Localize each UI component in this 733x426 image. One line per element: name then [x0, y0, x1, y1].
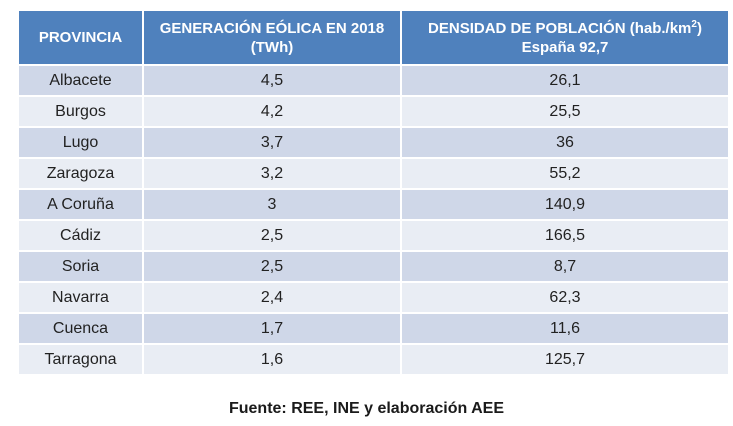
data-table-container: PROVINCIA GENERACIÓN EÓLICA EN 2018 (TWh…	[19, 11, 728, 374]
cell-generacion: 3,7	[143, 126, 402, 158]
header-densidad-line1: DENSIDAD DE POBLACIÓN (hab./km2)	[428, 18, 702, 37]
cell-densidad: 55,2	[401, 157, 728, 189]
cell-generacion: 2,5	[143, 219, 402, 251]
header-generacion-line1: GENERACIÓN EÓLICA EN 2018	[159, 19, 385, 37]
table-row: Zaragoza 3,2 55,2	[19, 157, 728, 189]
cell-densidad: 8,7	[401, 250, 728, 282]
header-densidad: DENSIDAD DE POBLACIÓN (hab./km2) España …	[401, 11, 728, 65]
cell-provincia: Navarra	[19, 281, 144, 313]
cell-provincia: Burgos	[19, 95, 144, 127]
cell-generacion: 3	[143, 188, 402, 220]
cell-densidad: 125,7	[401, 343, 728, 374]
cell-provincia: Tarragona	[19, 343, 144, 374]
cell-generacion: 2,5	[143, 250, 402, 282]
cell-generacion: 3,2	[143, 157, 402, 189]
table-body: Albacete 4,5 26,1 Burgos 4,2 25,5 Lugo 3,7 36 Zar…	[19, 64, 728, 374]
cell-densidad: 25,5	[401, 95, 728, 127]
cell-generacion: 4,5	[143, 64, 402, 96]
cell-densidad: 140,9	[401, 188, 728, 220]
table-header: PROVINCIA GENERACIÓN EÓLICA EN 2018 (TWh…	[19, 11, 728, 65]
header-densidad-line1-text: DENSIDAD DE POBLACIÓN (hab./km	[428, 19, 692, 37]
header-densidad-line2: España 92,7	[521, 38, 609, 56]
cell-densidad: 11,6	[401, 312, 728, 344]
cell-provincia: Zaragoza	[19, 157, 144, 189]
table-row: Burgos 4,2 25,5	[19, 95, 728, 127]
table-row: Soria 2,5 8,7	[19, 250, 728, 282]
header-generacion: GENERACIÓN EÓLICA EN 2018 (TWh)	[143, 11, 402, 65]
cell-generacion: 2,4	[143, 281, 402, 313]
cell-generacion: 4,2	[143, 95, 402, 127]
header-provincia-label: PROVINCIA	[38, 29, 123, 46]
header-provincia: PROVINCIA	[19, 11, 144, 65]
cell-provincia: Albacete	[19, 64, 144, 96]
wind-generation-table: PROVINCIA GENERACIÓN EÓLICA EN 2018 (TWh…	[19, 11, 728, 374]
header-row: PROVINCIA GENERACIÓN EÓLICA EN 2018 (TWh…	[19, 11, 728, 65]
cell-generacion: 1,6	[143, 343, 402, 374]
cell-densidad: 36	[401, 126, 728, 158]
source-caption: Fuente: REE, INE y elaboración AEE	[228, 400, 505, 417]
cell-densidad: 26,1	[401, 64, 728, 96]
cell-densidad: 166,5	[401, 219, 728, 251]
cell-provincia: Cuenca	[19, 312, 144, 344]
table-row: Cuenca 1,7 11,6	[19, 312, 728, 344]
cell-provincia: Cádiz	[19, 219, 144, 251]
cell-generacion: 1,7	[143, 312, 402, 344]
table-row: A Coruña 3 140,9	[19, 188, 728, 220]
table-row: Tarragona 1,6 125,7	[19, 343, 728, 374]
cell-provincia: A Coruña	[19, 188, 144, 220]
cell-densidad: 62,3	[401, 281, 728, 313]
cell-provincia: Lugo	[19, 126, 144, 158]
cell-provincia: Soria	[19, 250, 144, 282]
table-row: Albacete 4,5 26,1	[19, 64, 728, 96]
table-row: Cádiz 2,5 166,5	[19, 219, 728, 251]
header-densidad-superscript: 2	[691, 18, 697, 30]
header-densidad-close-paren: )	[696, 19, 702, 37]
header-generacion-line2: (TWh)	[250, 38, 294, 56]
table-row: Lugo 3,7 36	[19, 126, 728, 158]
table-row: Navarra 2,4 62,3	[19, 281, 728, 313]
